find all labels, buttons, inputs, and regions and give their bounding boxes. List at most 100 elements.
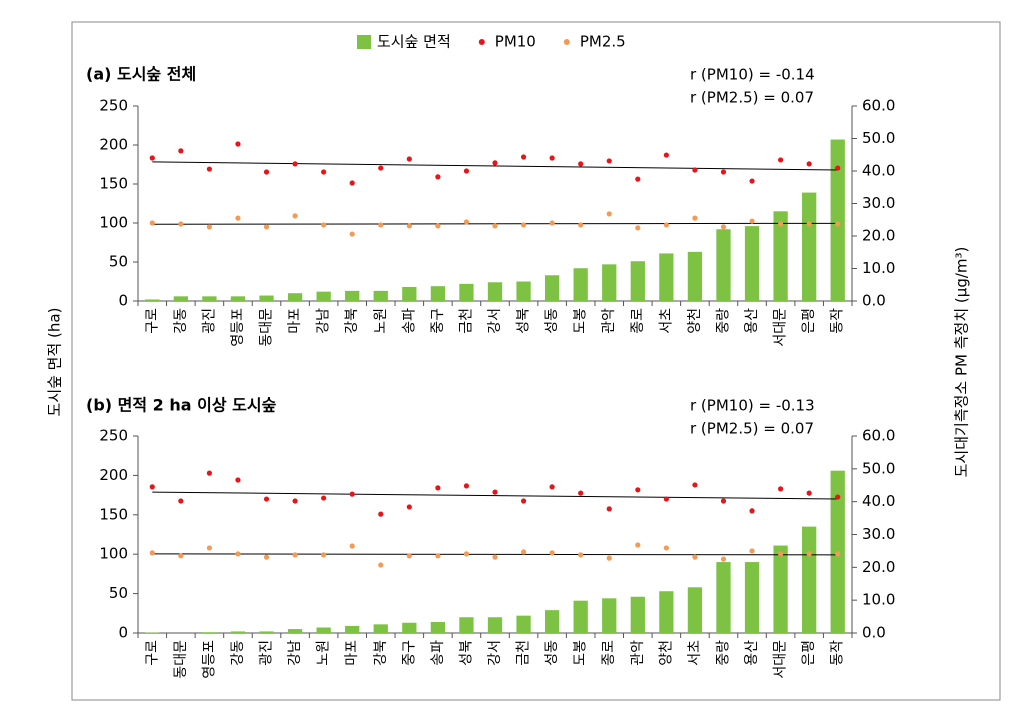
panel-title: (a) 도시숲 전체 [86,65,196,84]
x-tick-label: 성동 [544,308,560,334]
point [749,178,755,184]
point [663,152,669,158]
point [321,169,327,175]
bar [316,291,331,301]
y2-tick-label: 20.0 [862,558,895,576]
bar [345,290,360,301]
y-tick-label: 0 [118,624,128,642]
y2-tick-label: 10.0 [862,591,895,609]
y-tick-label: 150 [99,505,128,523]
x-tick-label: 용산 [744,640,760,666]
point [406,553,412,559]
bar [773,545,788,633]
legend-label: PM10 [495,33,536,51]
y2-axis-label: 도시대기측정소 PM 측정치 (μg/m³) [953,247,971,478]
y2-tick-label: 30.0 [862,525,895,543]
x-tick-label: 노원 [373,308,389,334]
bar [459,617,474,633]
point [806,490,812,496]
bar [744,562,760,633]
x-tick-label: 중구 [401,640,417,666]
point [463,219,470,225]
frame [71,21,1001,701]
bar [259,631,274,633]
point [435,553,441,559]
point [178,498,184,504]
bar [230,631,246,633]
point [663,545,669,551]
point [520,498,527,504]
point [435,485,441,491]
point [720,169,727,175]
x-tick-label: 영등포 [230,308,246,347]
point [463,551,470,557]
point [549,550,555,556]
bar [544,610,560,633]
y2-tick-label: 30.0 [862,194,895,212]
x-tick-label: 양천 [658,640,674,666]
bar [373,624,388,633]
bar [287,629,303,633]
x-tick-label: 송파 [401,308,417,334]
point [549,220,555,226]
y2-tick-label: 0.0 [862,292,886,310]
x-tick-label: 노원 [316,640,332,666]
bar [544,275,560,301]
point [492,554,498,560]
point [235,215,241,221]
bar [716,229,731,301]
x-tick-label: 강동 [173,308,189,334]
point [692,554,698,560]
point [692,482,698,488]
y2-tick-label: 40.0 [862,162,895,180]
legend-label: 도시숲 면적 [377,33,451,51]
point [263,496,270,502]
x-tick-label: 성북 [516,308,532,334]
y-tick-label: 250 [99,97,128,115]
point [663,496,669,502]
point [349,180,355,186]
annotation: r (PM10) = -0.13 [690,397,815,415]
x-tick-label: 성북 [458,640,474,666]
point [606,158,612,164]
point [778,157,784,163]
point [321,495,327,501]
point [263,169,270,175]
point [520,154,527,160]
bar [602,598,617,633]
point [606,211,612,217]
x-tick-label: 서대문 [773,640,789,679]
y2-tick-label: 60.0 [862,427,895,445]
x-tick-label: 용산 [744,308,760,334]
x-tick-label: 영등포 [201,640,217,679]
x-tick-label: 동작 [830,640,846,666]
point [520,549,527,555]
y-tick-label: 100 [99,545,128,563]
y-tick-label: 200 [99,136,128,154]
x-tick-label: 강동 [230,640,246,666]
point [806,551,812,557]
bar [487,617,503,633]
point [206,166,212,172]
y2-tick-label: 60.0 [862,97,895,115]
y2-tick-label: 50.0 [862,459,895,477]
x-tick-label: 중랑 [715,640,731,666]
bar [659,591,674,633]
point [263,224,270,230]
x-tick-label: 도봉 [573,640,589,666]
point [606,555,612,561]
point [720,224,727,230]
point [235,141,241,147]
y-tick-label: 200 [99,466,128,484]
bar [659,253,674,301]
point [235,477,241,483]
bar [202,296,217,301]
bar [402,622,417,633]
point [149,550,155,556]
point [378,562,384,568]
bar [316,627,331,633]
bar [430,621,446,633]
point [635,487,641,493]
trend-line [152,491,838,500]
x-tick-label: 관악 [601,308,617,334]
